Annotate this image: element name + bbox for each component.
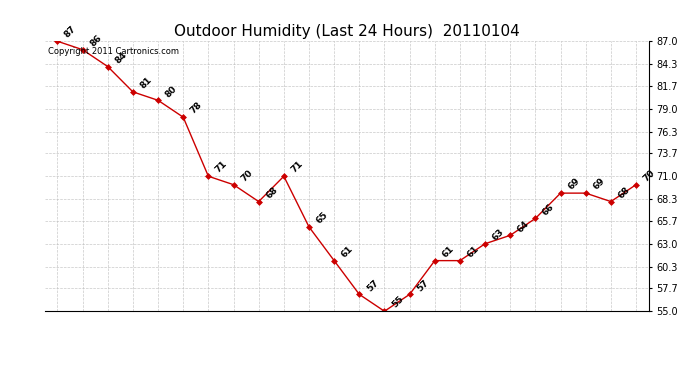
Text: 12:00: 12:00 — [354, 322, 364, 351]
Text: 13:00: 13:00 — [380, 322, 389, 351]
Text: 84: 84 — [113, 50, 128, 65]
Text: 61: 61 — [440, 244, 455, 259]
Text: 15:00: 15:00 — [430, 322, 440, 351]
Text: 10:00: 10:00 — [304, 322, 314, 351]
Text: 21:00: 21:00 — [581, 322, 591, 351]
Text: 05:00: 05:00 — [178, 322, 188, 351]
Text: 09:00: 09:00 — [279, 322, 289, 351]
Text: 57: 57 — [365, 278, 380, 293]
Text: 06:00: 06:00 — [204, 322, 213, 351]
Text: 18:00: 18:00 — [505, 322, 515, 351]
Text: 68: 68 — [616, 185, 631, 200]
Text: 68: 68 — [264, 185, 279, 200]
Text: 70: 70 — [642, 168, 657, 183]
Text: 71: 71 — [289, 160, 305, 175]
Text: 19:00: 19:00 — [531, 322, 540, 351]
Text: 61: 61 — [339, 244, 355, 259]
Text: 04:00: 04:00 — [153, 322, 163, 351]
Text: 71: 71 — [214, 160, 229, 175]
Text: 17:00: 17:00 — [480, 322, 490, 351]
Text: 55: 55 — [390, 295, 405, 310]
Text: 22:00: 22:00 — [606, 322, 616, 351]
Text: Copyright 2011 Cartronics.com: Copyright 2011 Cartronics.com — [48, 46, 179, 56]
Text: 87: 87 — [63, 25, 78, 40]
Text: 02:00: 02:00 — [103, 322, 112, 351]
Text: 20:00: 20:00 — [555, 322, 566, 351]
Text: 11:00: 11:00 — [329, 322, 339, 351]
Text: 69: 69 — [566, 177, 582, 192]
Text: 81: 81 — [139, 75, 154, 90]
Text: 08:00: 08:00 — [254, 322, 264, 351]
Text: 07:00: 07:00 — [228, 322, 239, 351]
Text: 61: 61 — [466, 244, 481, 259]
Text: 70: 70 — [239, 168, 255, 183]
Title: Outdoor Humidity (Last 24 Hours)  20110104: Outdoor Humidity (Last 24 Hours) 2011010… — [174, 24, 520, 39]
Text: 69: 69 — [591, 177, 607, 192]
Text: 57: 57 — [415, 278, 431, 293]
Text: 63: 63 — [491, 227, 506, 242]
Text: 80: 80 — [164, 84, 179, 99]
Text: 03:00: 03:00 — [128, 322, 138, 351]
Text: 14:00: 14:00 — [404, 322, 415, 351]
Text: 65: 65 — [315, 210, 330, 225]
Text: 64: 64 — [516, 219, 531, 234]
Text: 66: 66 — [541, 202, 556, 217]
Text: 78: 78 — [189, 100, 204, 116]
Text: 16:00: 16:00 — [455, 322, 465, 351]
Text: 01:00: 01:00 — [77, 322, 88, 351]
Text: 86: 86 — [88, 33, 104, 48]
Text: 00:00: 00:00 — [52, 322, 62, 351]
Text: 23:00: 23:00 — [631, 322, 641, 351]
